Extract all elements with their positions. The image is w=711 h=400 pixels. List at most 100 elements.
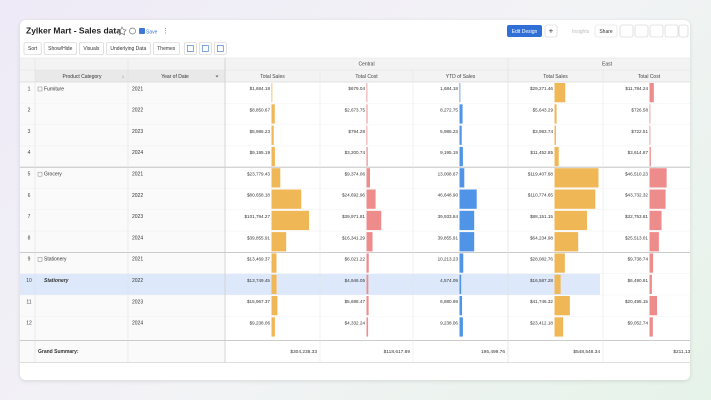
chart-icon[interactable]: [184, 42, 197, 55]
cell-bar: [271, 125, 274, 145]
category: Stationery: [44, 278, 69, 284]
cell-value: $29,271.46: [530, 86, 553, 91]
save-label[interactable]: Save: [146, 29, 158, 35]
cell-bar: [554, 104, 557, 124]
row-index: 1: [28, 86, 31, 92]
cell-value: 39,855.91: [438, 235, 459, 240]
cell-bar: [271, 210, 310, 231]
column-header: Total Cost: [355, 74, 378, 80]
cell-value: $3,614.87: [628, 150, 649, 155]
cell-value: 39,933.84: [438, 214, 459, 219]
cell-value: $13,469.37: [247, 257, 270, 262]
year: 2024: [132, 235, 143, 241]
cell-value: $2,673.75: [345, 108, 366, 113]
cell-bar: [459, 317, 463, 337]
cell-bar: [554, 168, 599, 188]
cell-bar: [649, 146, 651, 167]
more-icon[interactable]: ⋮: [162, 28, 169, 35]
toolbar-button[interactable]: [43, 42, 77, 55]
row-index: 12: [26, 321, 32, 327]
cell-value: $3,983.74: [533, 129, 554, 134]
cell-bar: [271, 104, 275, 124]
view-title: Zylker Mart - Sales data: [26, 25, 121, 35]
toolbar-button[interactable]: [23, 42, 42, 55]
toolbar-label[interactable]: Show/Hide: [48, 46, 72, 52]
pivot-table: Central Total Sales Total Cost YTD of Sales…: [20, 57, 690, 363]
cell-bar: [459, 83, 461, 103]
year: 2022: [132, 193, 143, 199]
selected-row: [20, 273, 600, 295]
filter-icon[interactable]: [214, 42, 227, 55]
add-button[interactable]: [544, 24, 558, 38]
share-button[interactable]: [594, 24, 618, 38]
year: 2021: [132, 86, 143, 92]
cell-bar: [649, 125, 651, 145]
cell-value: $119,407.68: [528, 171, 554, 176]
export-button[interactable]: [619, 24, 634, 38]
cell-value: 13,008.67: [438, 171, 459, 176]
edit-design-button[interactable]: [507, 25, 542, 37]
cell-bar: [271, 189, 302, 209]
collapse-icon[interactable]: [37, 257, 43, 262]
toolbar-button[interactable]: [106, 42, 151, 55]
schedule-button[interactable]: [664, 24, 679, 38]
table-icon[interactable]: [199, 42, 212, 55]
save-icon[interactable]: [139, 28, 145, 34]
cell-value: 4,574.09: [440, 278, 458, 283]
edit-design-label[interactable]: Edit Design: [512, 29, 538, 35]
row-index: 6: [28, 193, 31, 199]
cell-value: $3,200.74: [345, 150, 366, 155]
cell-bar: [554, 210, 587, 231]
filter-icon-glyph: [216, 45, 224, 52]
cell-value: $6,021.22: [345, 257, 366, 262]
comment-button[interactable]: [634, 24, 649, 38]
cell-value: $1,684.18: [250, 86, 271, 91]
cell-value: $20,495.15: [625, 299, 648, 304]
cell-bar: [459, 296, 463, 316]
cell-bar: [271, 232, 287, 252]
year: 2024: [132, 150, 143, 156]
row-index: 4: [28, 150, 31, 156]
cell-value: $28,082.76: [530, 257, 553, 262]
dropdown-icon[interactable]: [215, 75, 219, 78]
cell-value: $5,698.47: [345, 299, 366, 304]
icon-buttons: [619, 24, 689, 38]
cell-bar: [649, 274, 652, 294]
cell-bar: [271, 274, 277, 294]
refresh-icon[interactable]: [129, 27, 136, 35]
cell-value: $4,332.24: [345, 321, 366, 326]
collapse-icon[interactable]: [37, 171, 43, 177]
group-header: East: [602, 61, 613, 67]
toolbar-label[interactable]: Sort: [28, 46, 38, 52]
toolbar-label[interactable]: Visuals: [83, 46, 100, 52]
cell-value: $13,749.45: [247, 278, 270, 283]
column-header: YTD of Sales: [446, 74, 476, 80]
favorite-icon[interactable]: [117, 26, 127, 36]
settings-button[interactable]: [678, 24, 689, 38]
cell-bar: [366, 317, 369, 337]
cell-bar: [554, 232, 579, 252]
cell-bar: [366, 83, 368, 103]
cell-value: $15,967.37: [247, 299, 270, 304]
row-index: 2: [28, 108, 31, 114]
cell-value: $25,513.01: [625, 235, 648, 240]
toolbar-button[interactable]: [152, 42, 180, 55]
summary-label: Grand Summary:: [38, 349, 79, 355]
content: Zylker Mart - Sales data Save ⋮ Edit Des…: [20, 24, 690, 363]
insights-label[interactable]: Insights: [572, 29, 590, 35]
cell-value: $41,746.32: [530, 299, 553, 304]
toolbar-button[interactable]: [79, 42, 104, 55]
toolbar-label[interactable]: Underlying Data: [110, 46, 146, 52]
cell-bar: [459, 274, 462, 294]
cell-value: $9,738.74: [628, 257, 649, 262]
add-label[interactable]: +: [549, 27, 554, 36]
toolbar-label[interactable]: Themes: [157, 46, 176, 52]
cell-bar: [459, 232, 475, 252]
collapse-icon[interactable]: [37, 86, 43, 92]
cell-value: $101,794.27: [244, 214, 270, 219]
cell-value: $46,510.23: [625, 171, 648, 176]
share-label[interactable]: Share: [599, 29, 613, 35]
subscribe-button[interactable]: [649, 24, 664, 38]
cell-bar: [554, 274, 561, 294]
